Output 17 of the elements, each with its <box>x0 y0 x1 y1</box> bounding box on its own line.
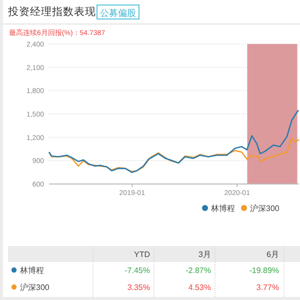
data-label: 3.77% <box>256 283 279 292</box>
legend-label: 林博程 <box>19 266 44 275</box>
data-label: -2.87% <box>186 266 211 275</box>
legend-label: 沪深300 <box>20 283 50 292</box>
category-label: 3月 <box>198 250 211 259</box>
legend-label: 沪深300 <box>250 204 280 213</box>
line-series <box>48 109 300 173</box>
data-label: -7.45% <box>124 266 150 275</box>
data-label: -19.89% <box>249 266 279 275</box>
text: 公募偏股 <box>100 8 136 18</box>
data-label: 4.53% <box>188 283 211 292</box>
legend-label: 林博程 <box>210 204 235 213</box>
line-series <box>48 137 300 172</box>
data-label: 3.35% <box>127 283 150 292</box>
category-label: YTD <box>134 250 150 259</box>
chart-title: 投资经理指数表现 <box>7 5 96 18</box>
category-label: 6月 <box>266 250 279 259</box>
